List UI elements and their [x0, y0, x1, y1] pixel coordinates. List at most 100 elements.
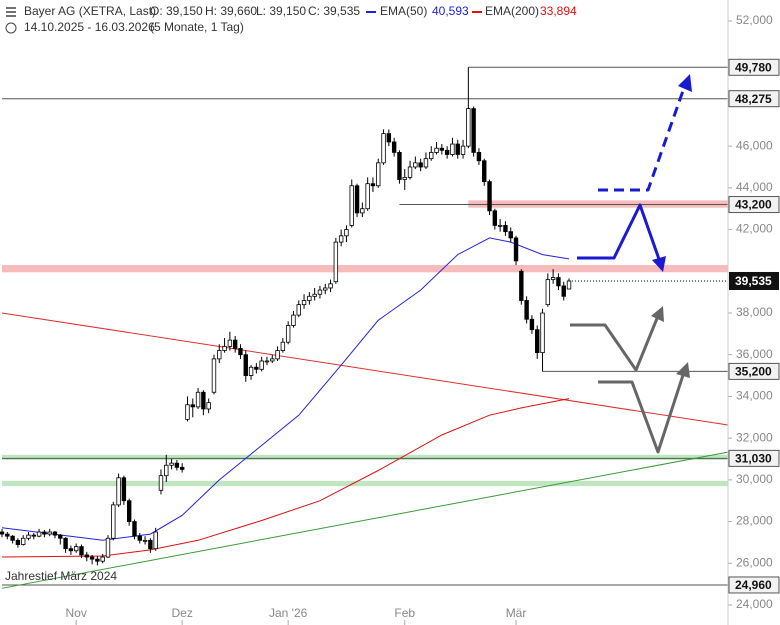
arrowhead: [678, 74, 692, 92]
candle-body: [238, 348, 243, 356]
menu-icon: [6, 7, 16, 17]
candle-body: [126, 500, 132, 522]
candle-body: [42, 531, 47, 535]
candle-body: [137, 535, 142, 541]
candle-body: [5, 533, 10, 537]
candle-body: [47, 531, 52, 535]
candle-body: [217, 350, 222, 360]
y-tick-label: 46,000: [736, 138, 773, 152]
candle-body: [455, 143, 460, 155]
y-tick-label: 36,000: [736, 347, 773, 361]
candle-body: [174, 462, 180, 468]
candle-body: [206, 402, 211, 410]
candle-body: [482, 160, 487, 183]
candle-body: [31, 534, 36, 537]
candle-body: [503, 224, 508, 233]
level-label: 43,200: [735, 198, 772, 212]
candle-body: [439, 147, 445, 151]
candle-body: [227, 339, 233, 347]
candle-body: [376, 162, 381, 187]
candle-body: [545, 279, 551, 306]
y-tick-label: 26,000: [736, 555, 773, 569]
candle-body: [79, 546, 84, 556]
candle-body: [243, 354, 248, 376]
arrowhead: [651, 306, 664, 322]
candle-body: [259, 360, 264, 370]
scenario-dashed: [598, 87, 686, 192]
candle-body: [89, 556, 95, 560]
candle-body: [232, 339, 238, 349]
scenario-blue: [577, 203, 662, 263]
clock-icon: [5, 22, 17, 34]
candle-body: [190, 404, 195, 408]
candle-body: [301, 300, 307, 306]
ohlc-high: H: 39,660: [205, 4, 257, 18]
candle-body: [487, 181, 492, 212]
candle-body: [338, 235, 344, 243]
candle-body: [270, 358, 275, 362]
candle-body: [164, 464, 169, 477]
candle-body: [100, 556, 105, 562]
zone: [468, 200, 728, 208]
candle-body: [381, 133, 386, 164]
x-tick-label: Mär: [506, 606, 527, 620]
level-label: 31,030: [735, 452, 772, 466]
legend-ema200-value: 33,894: [540, 4, 577, 18]
candle-body: [142, 539, 148, 542]
candle-body: [471, 108, 476, 153]
candle-body: [73, 546, 79, 552]
x-tick-label: Nov: [66, 606, 87, 620]
candle-body: [15, 539, 21, 545]
candle-body: [153, 531, 158, 550]
candle-body: [519, 270, 524, 301]
candle-body: [248, 366, 254, 376]
candle-body: [476, 151, 482, 162]
y-tick-label: 30,000: [736, 472, 773, 486]
candle-body: [423, 158, 429, 168]
level-label-box: [728, 449, 780, 467]
x-tick-label: Jan '26: [269, 606, 308, 620]
level-label: 49,780: [735, 60, 772, 74]
y-tick-label: 28,000: [736, 514, 773, 528]
candle-body: [407, 166, 413, 178]
last-price-box: [729, 271, 779, 290]
candle-body: [365, 183, 370, 210]
candle-body: [285, 325, 291, 343]
candle-body: [333, 241, 339, 283]
candle-body: [349, 185, 354, 226]
candle-body: [402, 177, 407, 180]
level-label-box: [728, 90, 780, 108]
header: Bayer AG (XETRA, Last) O: 39,150 H: 39,6…: [5, 4, 577, 34]
candle-body: [450, 143, 455, 155]
level-label: 24,960: [735, 578, 772, 592]
candle-body: [429, 151, 434, 160]
scenario-gray: [570, 315, 660, 372]
x-tick-label: Feb: [394, 606, 415, 620]
period: (5 Monate, 1 Tag): [150, 20, 244, 34]
candle-body: [58, 534, 63, 539]
candle-body: [550, 277, 556, 281]
candle-body: [63, 537, 68, 550]
candle-body: [26, 534, 31, 539]
candle-body: [529, 318, 535, 331]
candle-body: [222, 345, 227, 351]
candle-body: [84, 554, 89, 558]
candle-body: [179, 466, 185, 470]
candle-body: [68, 548, 74, 552]
y-tick-label: 32,000: [736, 430, 773, 444]
ema-line: [1, 237, 570, 541]
candle-body: [185, 404, 190, 420]
candle-body: [307, 295, 312, 301]
candle-body: [0, 531, 5, 535]
candle-body: [540, 312, 545, 354]
legend-ema50: EMA(50): [380, 4, 427, 18]
candle-body: [397, 151, 402, 180]
annotation: Jahrestief März 2024: [5, 569, 117, 583]
candle-body: [291, 314, 296, 326]
candle-body: [20, 537, 26, 545]
ohlc-open: O: 39,150: [150, 4, 203, 18]
candle-body: [275, 350, 280, 360]
zone: [2, 454, 728, 461]
candle-body: [111, 504, 116, 539]
level-label-box: [728, 362, 780, 380]
